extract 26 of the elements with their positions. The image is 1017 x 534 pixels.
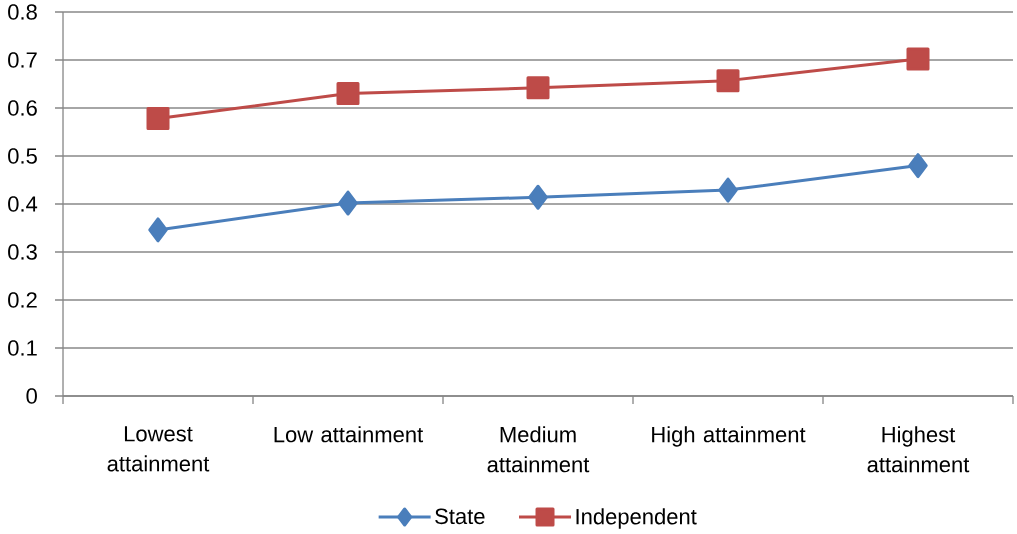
y-tick-label: 0.6 [8,100,37,116]
point [338,190,358,216]
y-tick-label: 0.4 [8,196,38,212]
point [336,82,360,106]
y-tick-label: 0.3 [8,244,37,260]
legend-label: Independent [576,508,697,529]
point [908,153,928,179]
x-tick-label: Medium attainment [487,426,590,473]
y-tick-label: 0.8 [8,4,37,20]
legend-label: State [435,508,485,525]
y-tick-label: 0.7 [8,52,37,68]
x-tick-label: Lowest attainment [107,426,210,472]
point [718,177,738,203]
point [146,107,170,131]
y-tick-label: 0 [26,388,37,404]
point [906,47,930,71]
x-tick-label: Highest attainment [867,426,970,473]
x-tick-label: High attainment [652,426,806,447]
point [526,76,550,100]
point [528,184,548,210]
point [148,217,168,243]
y-tick-label: 0.1 [8,340,37,356]
y-tick-label: 0.2 [8,292,37,308]
point [716,69,740,93]
x-tick-label: Low attainment [274,426,424,443]
y-tick-label: 0.5 [8,148,37,164]
